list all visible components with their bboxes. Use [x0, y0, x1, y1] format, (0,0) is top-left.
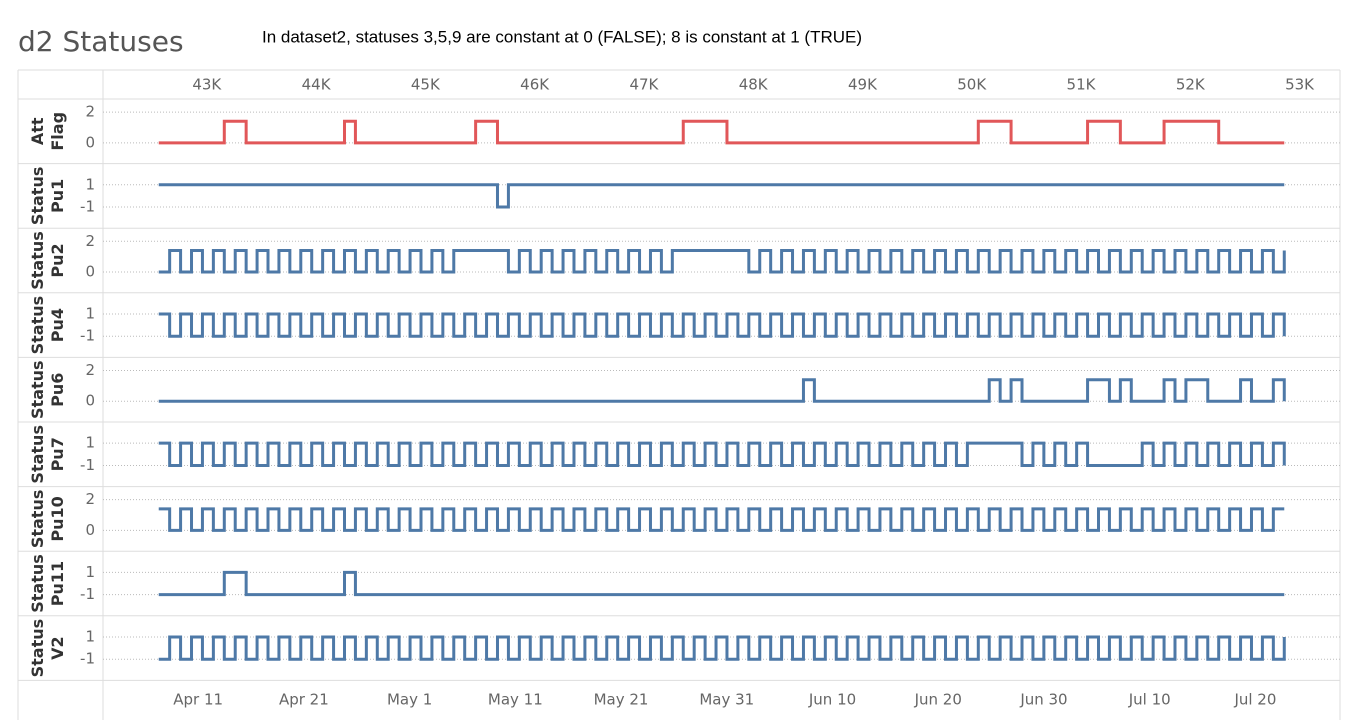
y-tick-label: 1 [85, 563, 95, 581]
x-tick-label: 47K [629, 76, 659, 94]
chart-title: d2 Statuses [18, 25, 184, 58]
x2-tick-label: Jul 20 [1233, 691, 1276, 709]
panel-label: StatusPu10 [28, 490, 67, 549]
y-tick-label: 1 [85, 627, 95, 645]
y-tick-label: -1 [80, 456, 95, 474]
y-tick-label: 2 [85, 232, 95, 250]
x2-tick-label: May 31 [699, 691, 754, 709]
step-line [158, 378, 1286, 403]
y-tick-label: 1 [85, 175, 95, 193]
y-tick-label: -1 [80, 327, 95, 345]
y-tick-label: 2 [85, 490, 95, 508]
x-tick-label: 43K [192, 76, 222, 94]
x-tick-label: 49K [848, 76, 878, 94]
step-line [158, 507, 1285, 532]
step-line [158, 312, 1286, 338]
x2-tick-label: Apr 11 [173, 691, 223, 709]
panel-label: StatusV2 [28, 619, 67, 678]
y-tick-label: 2 [85, 103, 95, 121]
y-tick-label: -1 [80, 650, 95, 668]
y-tick-label: 0 [85, 521, 95, 539]
panel-label: StatusPu2 [28, 231, 67, 290]
panel-label: AttFlag [28, 112, 67, 151]
x-tick-label: 45K [411, 76, 441, 94]
panel-label: StatusPu11 [28, 554, 67, 613]
x-tick-label: 48K [739, 76, 769, 94]
x2-tick-label: Jun 30 [1019, 691, 1067, 709]
step-line [158, 119, 1285, 145]
y-tick-label: 2 [85, 361, 95, 379]
x-tick-label: 52K [1176, 76, 1206, 94]
y-tick-label: 0 [85, 133, 95, 151]
panel-label: StatusPu6 [28, 360, 67, 419]
x2-tick-label: May 21 [594, 691, 649, 709]
step-line [158, 441, 1286, 467]
y-tick-label: 0 [85, 392, 95, 410]
step-line [158, 249, 1286, 274]
x2-tick-label: Jun 20 [914, 691, 962, 709]
x2-tick-label: Jul 10 [1128, 691, 1171, 709]
panel-label: StatusPu7 [28, 425, 67, 484]
y-tick-label: 0 [85, 263, 95, 281]
x-tick-label: 46K [520, 76, 550, 94]
x-tick-label: 50K [957, 76, 987, 94]
x2-tick-label: Jun 10 [808, 691, 856, 709]
x2-tick-label: May 1 [387, 691, 432, 709]
annotation: In dataset2, statuses 3,5,9 are constant… [262, 27, 862, 46]
x2-tick-label: May 11 [488, 691, 543, 709]
y-tick-label: 1 [85, 434, 95, 452]
x-tick-label: 51K [1067, 76, 1097, 94]
x-tick-label: 44K [302, 76, 332, 94]
y-tick-label: -1 [80, 198, 95, 216]
y-tick-label: 1 [85, 304, 95, 322]
x2-tick-label: Apr 21 [279, 691, 329, 709]
x-tick-label: 53K [1285, 76, 1315, 94]
step-line [158, 635, 1286, 661]
panel-label: StatusPu4 [28, 296, 67, 355]
step-line [158, 183, 1285, 209]
y-tick-label: -1 [80, 585, 95, 603]
panel-label: StatusPu1 [28, 167, 67, 226]
step-line [158, 570, 1285, 597]
